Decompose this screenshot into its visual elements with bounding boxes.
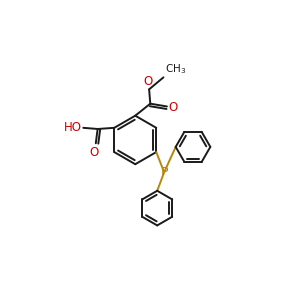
Text: CH$_3$: CH$_3$ — [165, 62, 186, 76]
Text: HO: HO — [64, 121, 82, 134]
Text: O: O — [143, 75, 153, 88]
Text: O: O — [168, 101, 177, 114]
Text: O: O — [89, 146, 99, 159]
Text: P: P — [160, 166, 168, 179]
